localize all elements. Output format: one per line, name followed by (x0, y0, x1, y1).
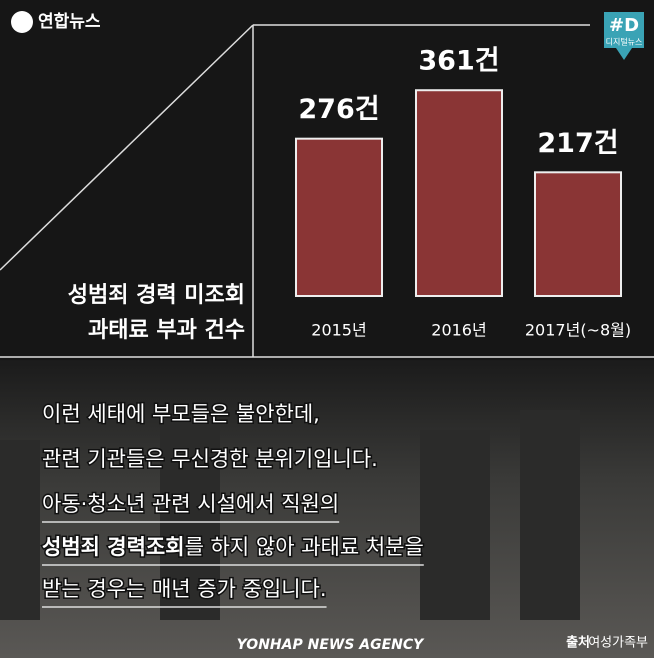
badge: #D (609, 15, 639, 36)
value-label: 276건 (298, 94, 379, 125)
bar (415, 89, 503, 298)
caption-line: 아동·청소년 관련 시설에서 직원의 (42, 492, 339, 516)
caption-text: 를 하지 않아 과태료 처분을 (185, 535, 424, 559)
logo-text: 연합뉴스 (38, 11, 101, 32)
caption-highlight: 성범죄 경력조회 (42, 535, 185, 559)
category-label: 2015년 (311, 321, 366, 340)
caption-line: 관련 기관들은 무신경한 분위기입니다. (42, 447, 378, 471)
caption-text: 아동·청소년 관련 시설에서 직원의 (42, 492, 339, 516)
bar (295, 137, 383, 297)
agency: YONHAP NEWS AGENCY (237, 637, 426, 653)
logo-icon (11, 11, 33, 33)
frame-lines (0, 24, 654, 358)
badge-sub: 디지털뉴스 (606, 37, 643, 47)
badge-shape (604, 12, 644, 60)
source-label: 출처 (566, 635, 590, 651)
chart-title: 과태료 부과 건수 (88, 318, 245, 343)
source: 여성가족부 (588, 636, 648, 651)
value-label: 217건 (537, 128, 618, 159)
caption-line: 받는 경우는 매년 증가 중입니다. (42, 577, 327, 601)
category-label: 2017년(~8월) (525, 321, 631, 340)
caption-text: 받는 경우는 매년 증가 중입니다. (42, 577, 327, 601)
value-label: 361건 (418, 46, 499, 77)
caption-text: 관련 기관들은 무신경한 분위기입니다. (42, 447, 378, 471)
photo-shapes (0, 410, 580, 620)
chart-title: 성범죄 경력 미조회 (68, 283, 245, 308)
category-label: 2016년 (431, 321, 486, 340)
bar (534, 171, 622, 297)
caption-line: 이런 세태에 부모들은 불안한데, (42, 402, 320, 426)
caption-line: 성범죄 경력조회를 하지 않아 과태료 처분을 (42, 535, 424, 559)
caption-text: 이런 세태에 부모들은 불안한데, (42, 402, 320, 426)
